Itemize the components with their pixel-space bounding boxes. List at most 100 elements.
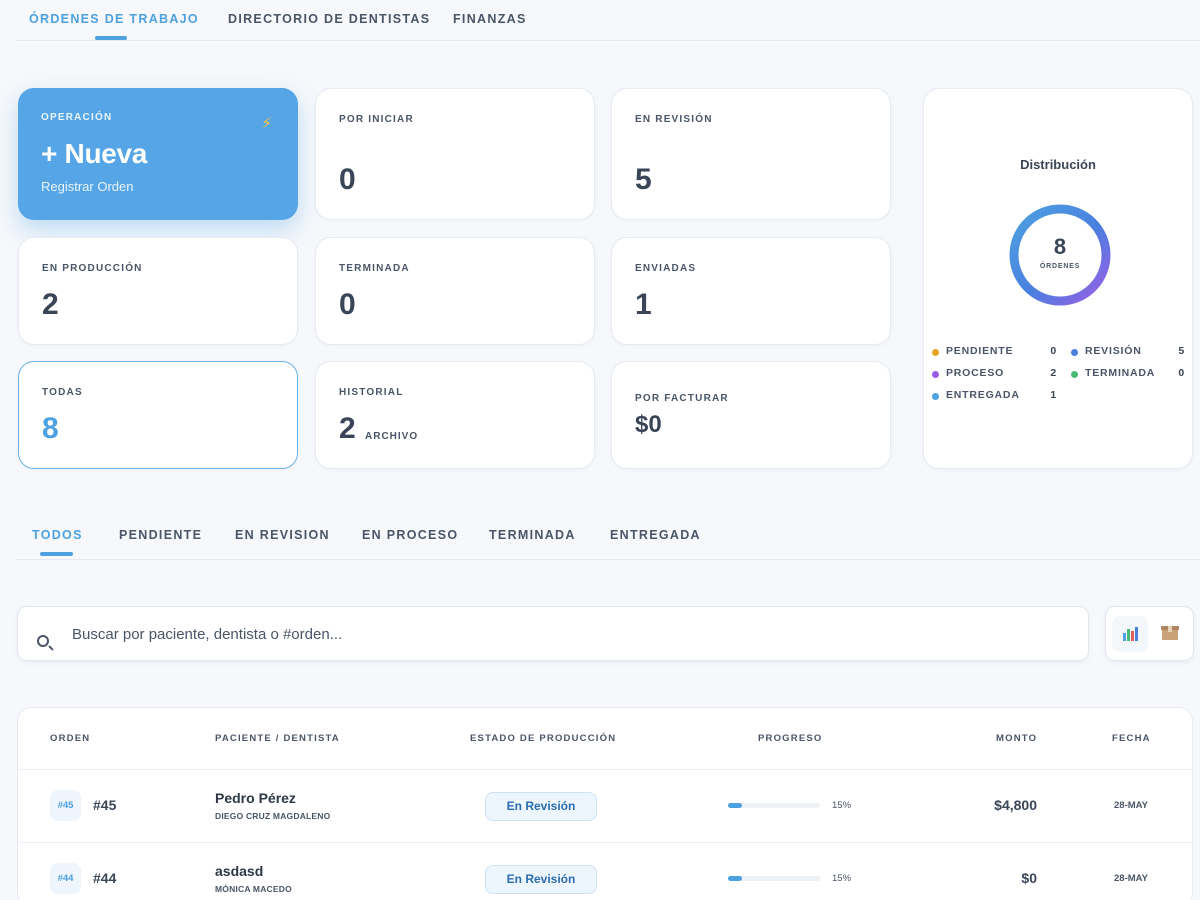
stat-card-en-revision[interactable]: EN REVISIÓN 5 [611, 88, 891, 220]
patient-name: asdasd [215, 863, 264, 879]
stat-label: EN PRODUCCIÓN [42, 263, 143, 274]
legend-item-entregada: ENTREGADA 1 [932, 389, 1056, 403]
stat-card-historial[interactable]: HISTORIAL 2 ARCHIVO [315, 361, 595, 469]
stat-card-por-iniciar[interactable]: POR INICIAR 0 [315, 88, 595, 220]
filter-tab-en-revision[interactable]: EN REVISION [235, 528, 330, 542]
legend-item-proceso: PROCESO 2 [932, 367, 1056, 381]
column-header-progreso: PROGRESO [758, 733, 823, 744]
stat-label: POR FACTURAR [635, 393, 729, 404]
stat-label: HISTORIAL [339, 387, 404, 398]
legend-count: 1 [1050, 389, 1057, 401]
toolbar-actions [1105, 606, 1194, 661]
filter-tab-entregada[interactable]: ENTREGADA [610, 528, 701, 542]
legend-name: PENDIENTE [946, 345, 1014, 357]
filter-tab-todos[interactable]: TODOS [32, 528, 83, 542]
active-filter-indicator [40, 552, 73, 556]
table-header: ORDEN PACIENTE / DENTISTA ESTADO DE PROD… [18, 708, 1192, 770]
stat-label: TERMINADA [339, 263, 410, 274]
legend-count: 0 [1050, 345, 1057, 357]
stat-value: $0 [635, 411, 662, 438]
legend-name: TERMINADA [1085, 367, 1156, 379]
legend-dot [1071, 371, 1078, 378]
new-order-button[interactable]: OPERACIÓN ⚡ + Nueva Registrar Orden [18, 88, 298, 220]
patient-name: Pedro Pérez [215, 790, 296, 806]
column-header-paciente-dentista: PACIENTE / DENTISTA [215, 733, 340, 744]
stat-label: EN REVISIÓN [635, 114, 713, 125]
donut-ring [1009, 204, 1111, 306]
stat-card-por-facturar[interactable]: POR FACTURAR $0 [611, 361, 891, 469]
orders-table: ORDEN PACIENTE / DENTISTA ESTADO DE PROD… [17, 707, 1193, 900]
search-bar [17, 606, 1089, 661]
stat-suffix: ARCHIVO [365, 431, 419, 442]
search-input[interactable] [72, 621, 1052, 647]
stat-label: ENVIADAS [635, 263, 697, 274]
progress-percent: 15% [832, 800, 852, 811]
legend-name: REVISIÓN [1085, 345, 1142, 357]
distribution-total-label: ÓRDENES [1039, 263, 1081, 270]
legend-count: 0 [1178, 367, 1185, 379]
tab-ordenes-de-trabajo[interactable]: ÓRDENES DE TRABAJO [29, 12, 199, 26]
legend-dot [1071, 349, 1078, 356]
tab-directorio-de-dentistas[interactable]: DIRECTORIO DE DENTISTAS [228, 12, 431, 26]
order-date: 28-MAY [1114, 873, 1148, 884]
new-order-title: + Nueva [41, 138, 148, 169]
column-header-monto: MONTO [996, 733, 1038, 744]
stat-label: POR INICIAR [339, 114, 414, 125]
progress-fill [728, 803, 742, 808]
filter-tab-pendiente[interactable]: PENDIENTE [119, 528, 203, 542]
order-chip: #44 [50, 863, 81, 894]
stat-value: 1 [635, 288, 652, 321]
status-filter-tabs: TODOS PENDIENTE EN REVISION EN PROCESO T… [16, 520, 1200, 560]
tab-finanzas[interactable]: FINANZAS [453, 12, 527, 26]
filter-tab-terminada[interactable]: TERMINADA [489, 528, 576, 542]
legend-count: 2 [1050, 367, 1057, 379]
status-badge: En Revisión [485, 792, 597, 821]
order-amount: $4,800 [994, 797, 1037, 813]
legend-dot [932, 349, 939, 356]
distribution-title: Distribución [1020, 157, 1096, 172]
distribution-total: 8 [1053, 234, 1067, 259]
distribution-donut-chart [1009, 204, 1111, 306]
dentist-name: MÓNICA MACEDO [215, 884, 292, 894]
stat-value: 5 [635, 163, 652, 196]
legend-item-terminada: TERMINADA 0 [1071, 367, 1189, 381]
column-header-estado: ESTADO DE PRODUCCIÓN [470, 733, 617, 744]
new-order-subtitle: Registrar Orden [41, 179, 134, 194]
order-number: #45 [93, 797, 117, 813]
stat-value: 0 [339, 288, 356, 321]
column-header-orden: ORDEN [50, 733, 91, 744]
legend-item-revision: REVISIÓN 5 [1071, 345, 1189, 359]
legend-dot [932, 371, 939, 378]
table-row[interactable]: #44 #44 asdasd MÓNICA MACEDO En Revisión… [18, 843, 1192, 900]
legend-count: 5 [1178, 345, 1185, 357]
legend-dot [932, 393, 939, 400]
active-tab-indicator [95, 36, 127, 40]
column-header-fecha: FECHA [1112, 733, 1151, 744]
new-order-label: OPERACIÓN [41, 112, 113, 123]
bar-chart-icon[interactable] [1112, 616, 1148, 652]
legend-name: PROCESO [946, 367, 1005, 379]
progress-bar [728, 876, 820, 881]
dentist-name: DIEGO CRUZ MAGDALENO [215, 811, 331, 821]
stat-card-terminada[interactable]: TERMINADA 0 [315, 237, 595, 345]
stat-value: 2 [42, 288, 59, 321]
stat-value: 2 [339, 412, 356, 445]
legend-name: ENTREGADA [946, 389, 1020, 401]
table-row[interactable]: #45 #45 Pedro Pérez DIEGO CRUZ MAGDALENO… [18, 770, 1192, 843]
stat-card-todas[interactable]: TODAS 8 [18, 361, 298, 469]
order-number: #44 [93, 870, 117, 886]
status-badge: En Revisión [485, 865, 597, 894]
order-chip: #45 [50, 790, 81, 821]
progress-percent: 15% [832, 873, 852, 884]
lightning-icon: ⚡ [261, 115, 272, 132]
progress-bar [728, 803, 820, 808]
order-amount: $0 [1021, 870, 1037, 886]
stat-value: 0 [339, 163, 356, 196]
package-icon[interactable] [1152, 616, 1188, 652]
progress-fill [728, 876, 742, 881]
stat-value: 8 [42, 412, 59, 445]
stat-card-enviadas[interactable]: ENVIADAS 1 [611, 237, 891, 345]
filter-tab-en-proceso[interactable]: EN PROCESO [362, 528, 459, 542]
legend-item-pendiente: PENDIENTE 0 [932, 345, 1056, 359]
stat-card-en-produccion[interactable]: EN PRODUCCIÓN 2 [18, 237, 298, 345]
